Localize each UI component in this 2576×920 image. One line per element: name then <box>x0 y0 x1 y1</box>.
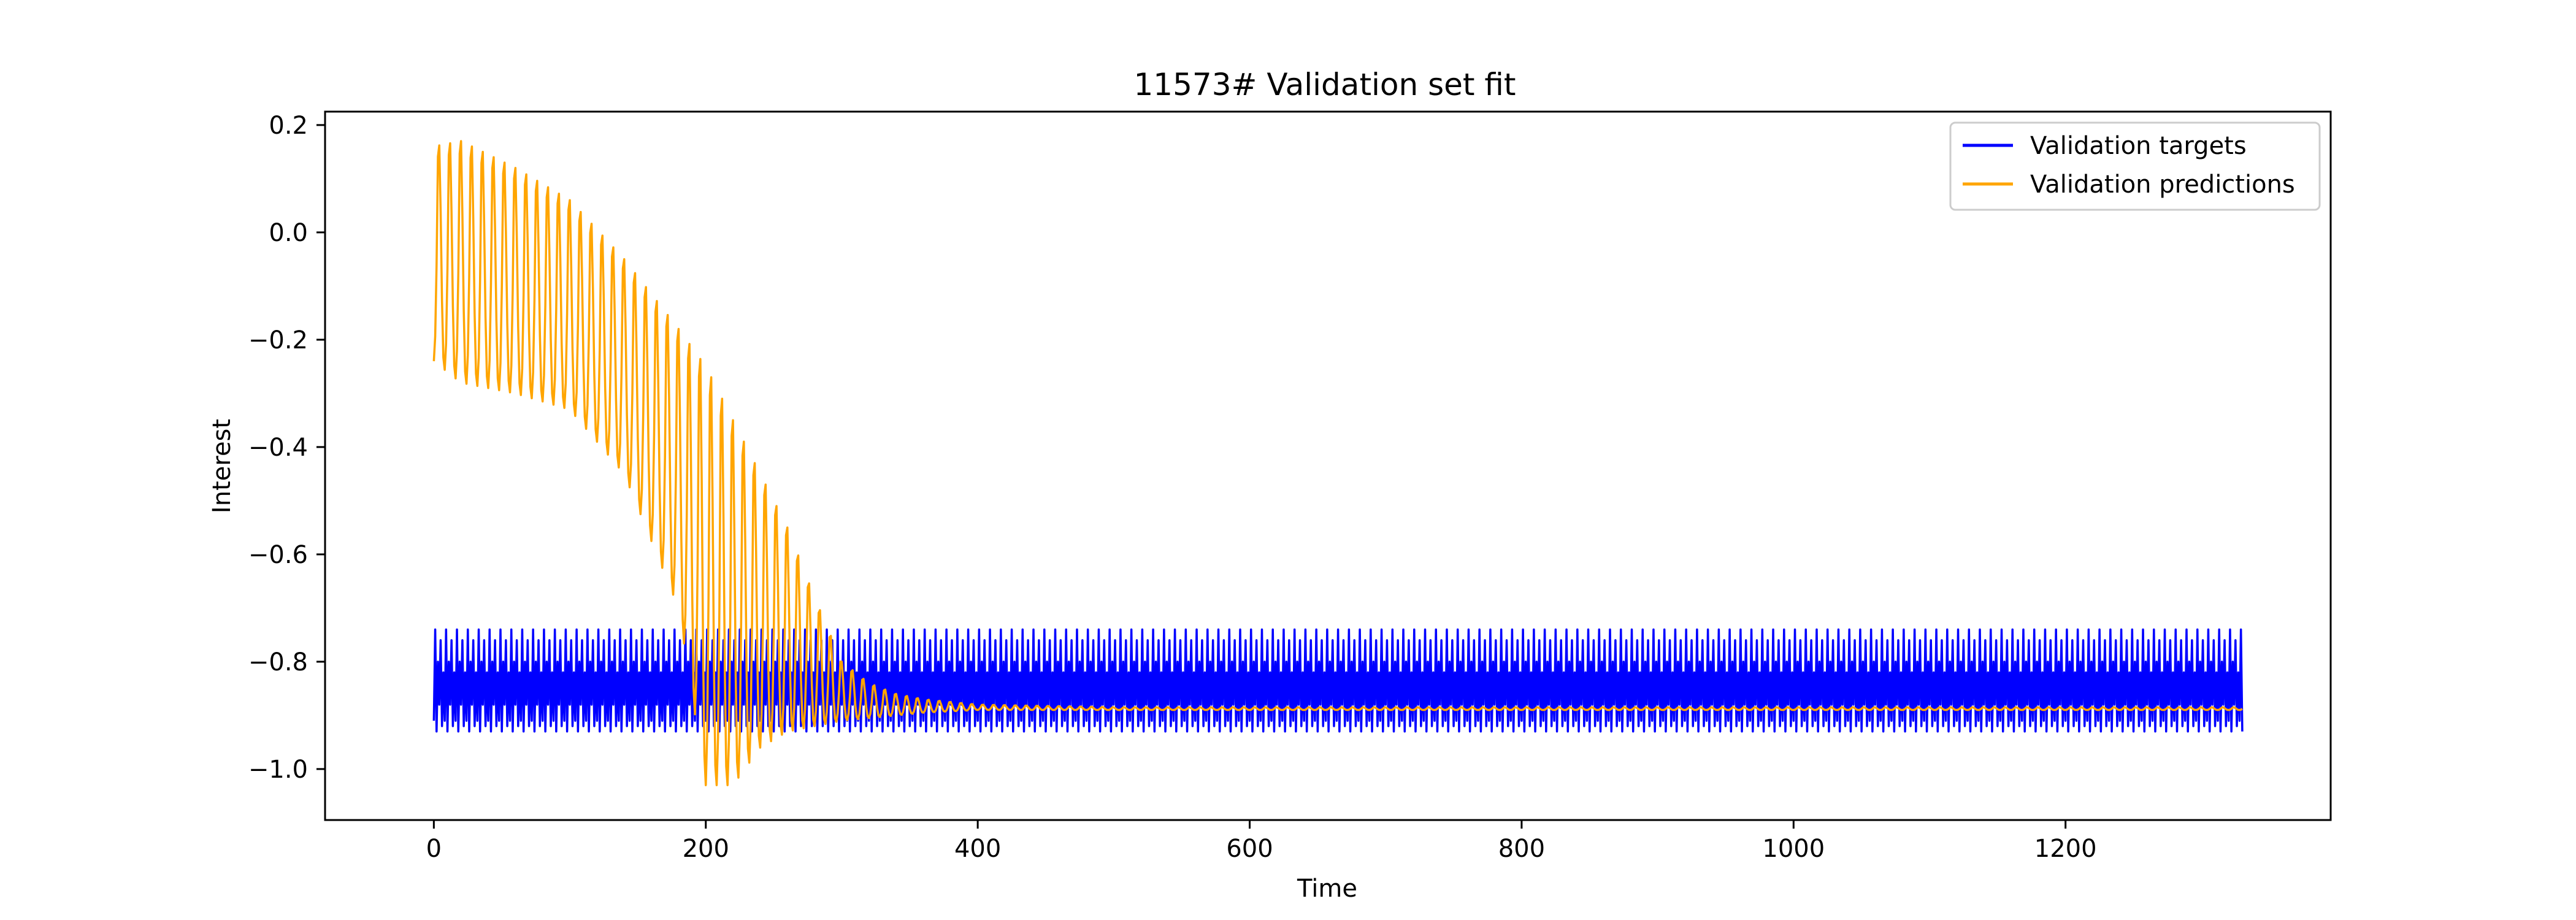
x-tick-label: 1000 <box>1762 835 1825 863</box>
y-tick-label: −0.8 <box>248 648 308 677</box>
series-line-validation-predictions <box>432 140 2243 786</box>
y-tick-label: −1.0 <box>248 756 308 784</box>
legend: Validation targets Validation prediction… <box>1949 121 2321 211</box>
x-tick-label: 1200 <box>2034 835 2097 863</box>
legend-label-targets: Validation targets <box>2030 132 2247 160</box>
y-tick-label: 0.2 <box>269 112 308 140</box>
x-tick-label: 400 <box>954 835 1001 863</box>
y-tick-label: −0.2 <box>248 326 308 355</box>
plot-frame <box>324 110 2332 821</box>
x-tick-label: 200 <box>683 835 729 863</box>
x-tick-label: 600 <box>1226 835 1273 863</box>
y-axis: 0.2 0.0 −0.2 −0.4 −0.6 −0.8 −1.0 <box>248 112 325 784</box>
x-tick-label: 0 <box>426 835 442 863</box>
chart-title: 11573# Validation set fit <box>1133 67 1516 102</box>
x-axis-label: Time <box>1297 875 1357 903</box>
legend-label-predictions: Validation predictions <box>2030 171 2295 199</box>
legend-frame <box>1949 121 2321 211</box>
plot-area <box>432 140 2244 786</box>
x-tick-label: 800 <box>1498 835 1545 863</box>
y-tick-label: −0.4 <box>248 434 308 462</box>
y-tick-label: −0.6 <box>248 541 308 569</box>
y-tick-label: 0.0 <box>269 219 308 247</box>
y-axis-label: Interest <box>208 419 236 513</box>
x-axis: 0 200 400 600 800 1000 1200 <box>426 820 2097 863</box>
